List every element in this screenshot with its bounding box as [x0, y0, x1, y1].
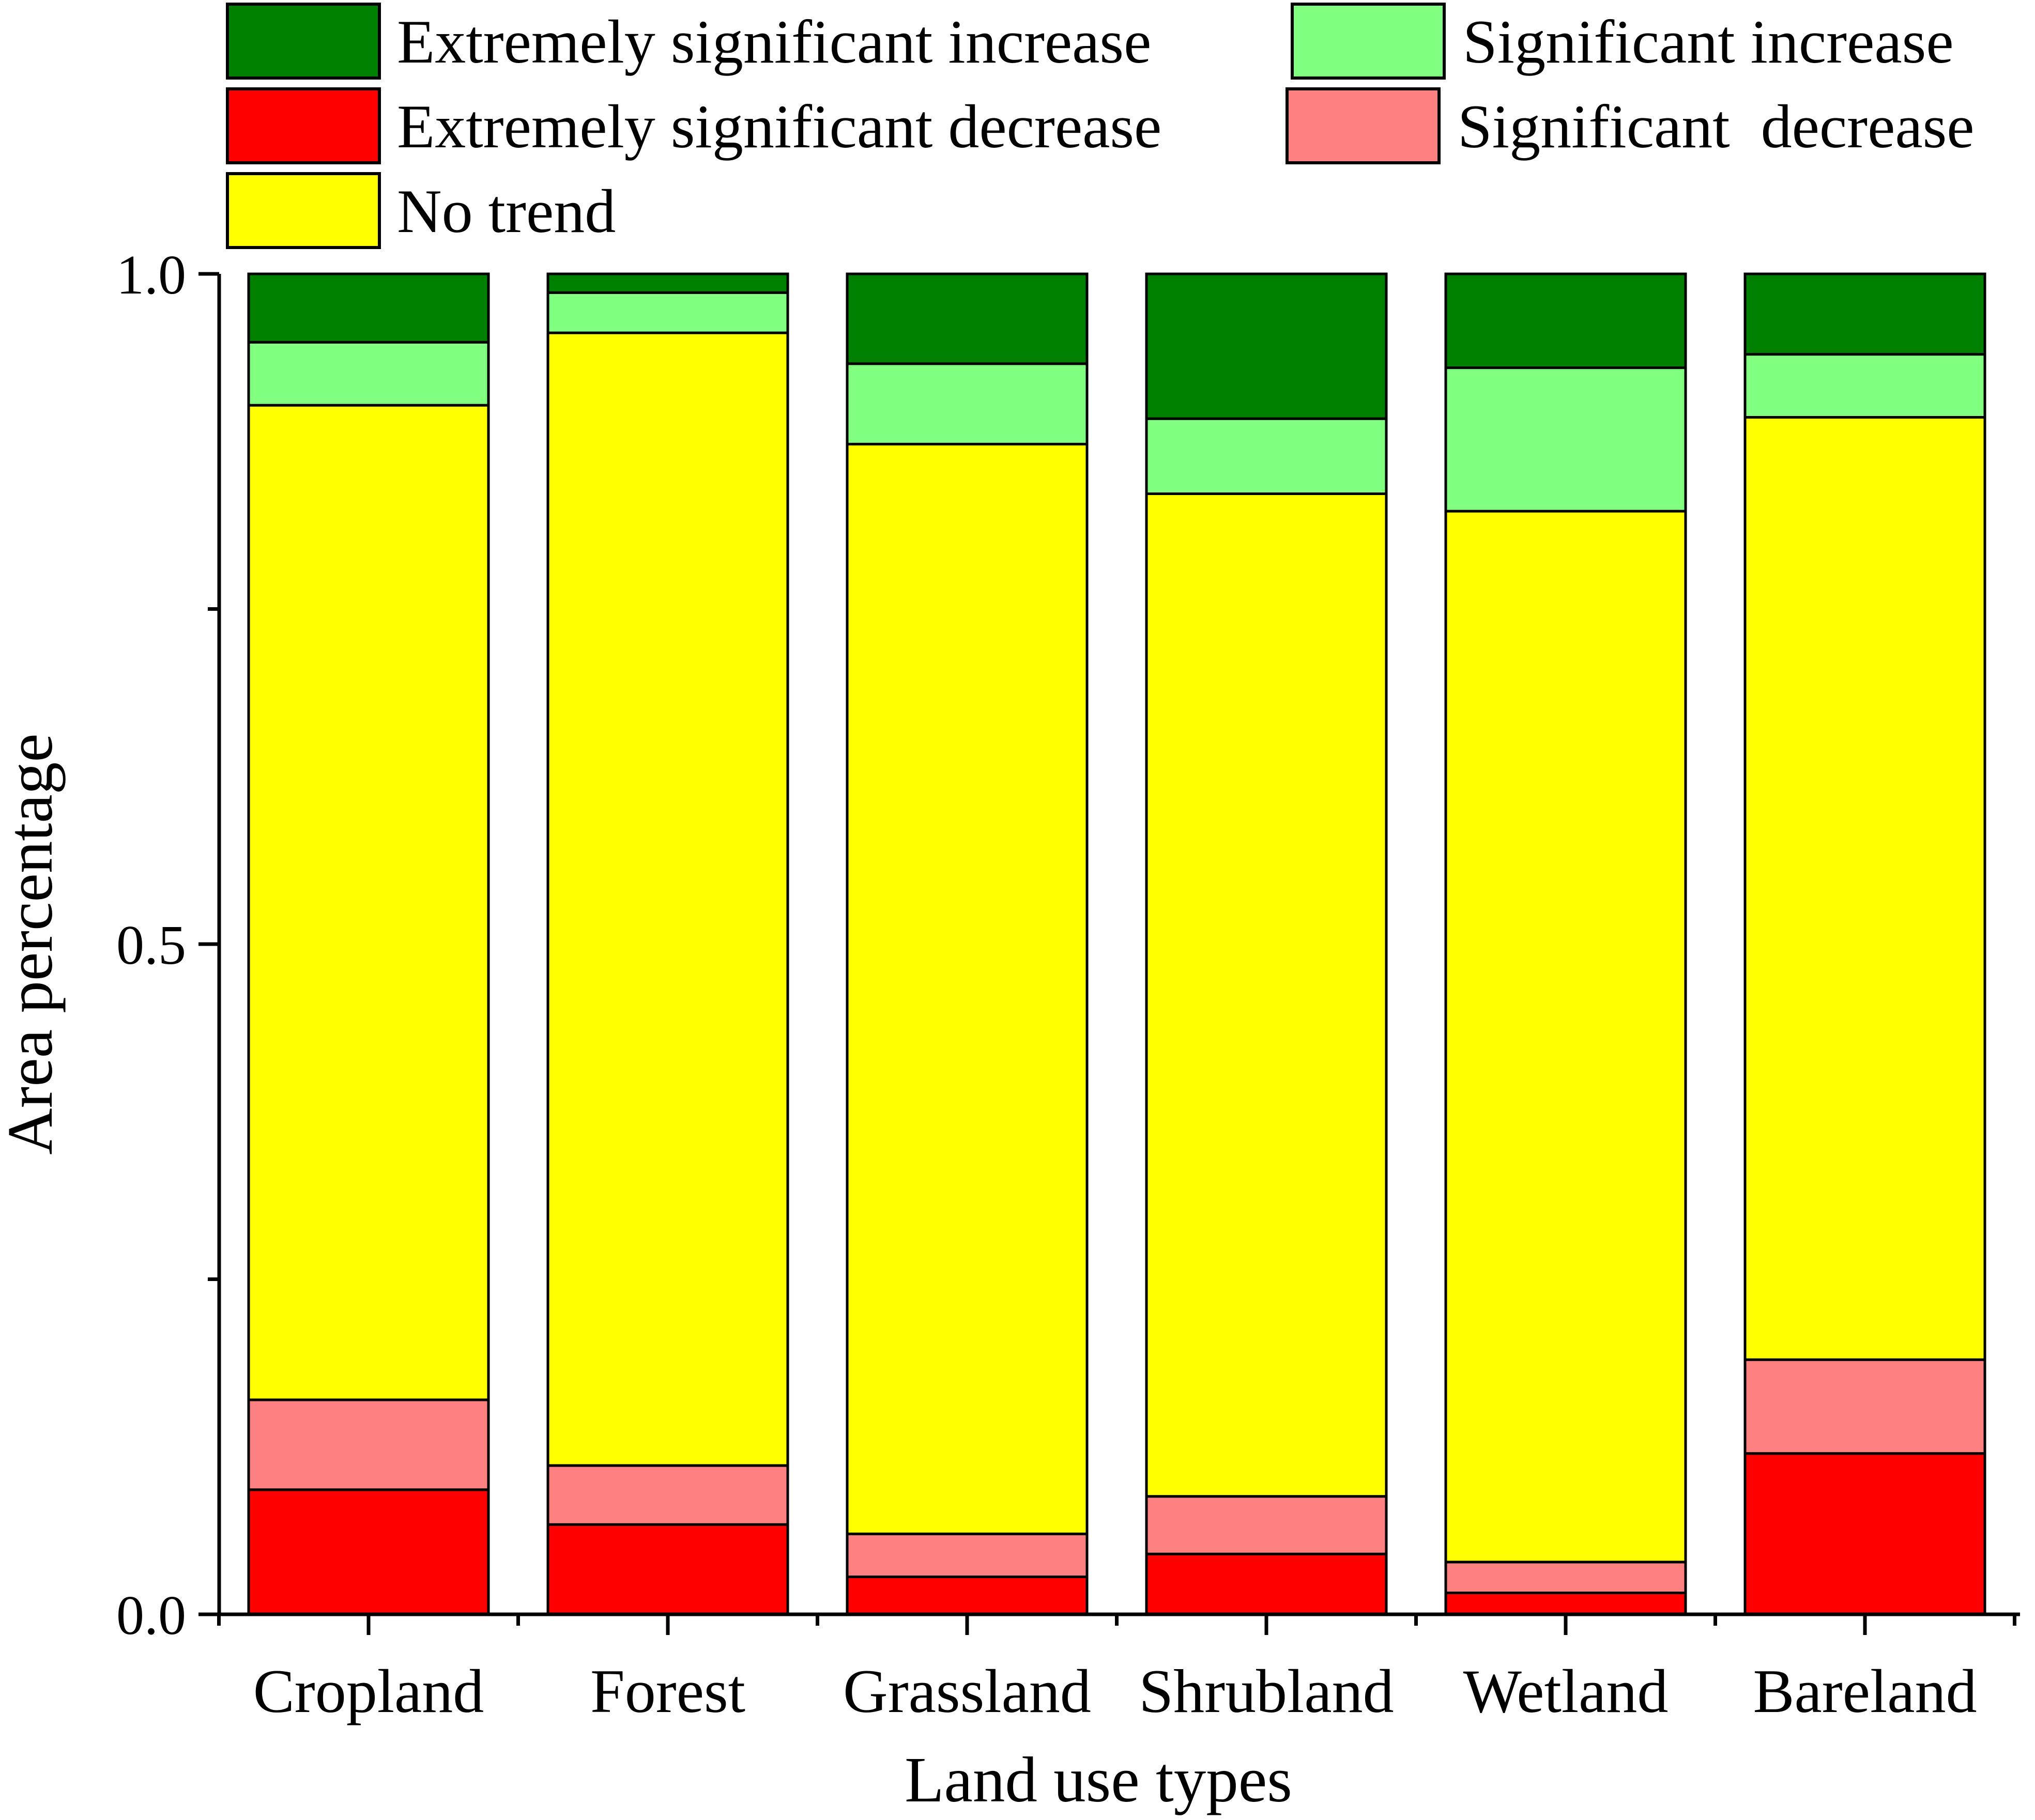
x-ticks: Cropland Forest Grassland Shrubland Wetland B…: [217, 1614, 2016, 1725]
x-tick-label-wetland: Wetland: [1463, 1657, 1669, 1725]
bar-shrubland-extremely-significant-decrease: [1145, 1552, 1388, 1616]
bar-bareland-extremely-significant-increase: [1743, 272, 1986, 356]
bar-bareland-significant-decrease: [1743, 1358, 1986, 1455]
legend-swatch-significant-decrease: [1286, 87, 1441, 164]
y-tick-label-1-0: 1.0: [116, 244, 186, 306]
bar-cropland-significant-increase: [247, 341, 490, 407]
x-tick-label-grassland: Grassland: [843, 1657, 1091, 1725]
bar-shrubland-extremely-significant-increase: [1145, 272, 1388, 420]
bar-cropland-extremely-significant-decrease: [247, 1488, 490, 1616]
legend-swatch-extremely-significant-increase: [226, 3, 381, 80]
bar-bareland-no-trend: [1743, 416, 1986, 1361]
bar-bareland-extremely-significant-decrease: [1743, 1452, 1986, 1616]
y-tick-label-0-5: 0.5: [116, 915, 186, 976]
legend-label-significant-decrease: Significant decrease: [1458, 92, 1975, 161]
bar-wetland-extremely-significant-increase: [1444, 272, 1687, 369]
legend-swatch-significant-increase: [1291, 3, 1446, 80]
y-axis-title: Area percentage: [0, 733, 66, 1154]
legend-item-no-trend: No trend: [226, 172, 616, 249]
bar-forest-significant-decrease: [546, 1464, 789, 1526]
bar-wetland-significant-decrease: [1444, 1561, 1687, 1595]
legend-item-extremely-significant-decrease: Extremely significant decrease: [226, 87, 1161, 164]
x-tick-label-forest: Forest: [590, 1657, 745, 1725]
bar-cropland-no-trend: [247, 404, 490, 1401]
legend-swatch-extremely-significant-decrease: [226, 87, 381, 164]
bar-forest-extremely-significant-increase: [546, 272, 789, 294]
bar-shrubland-no-trend: [1145, 492, 1388, 1498]
legend-label-extremely-significant-increase: Extremely significant increase: [397, 7, 1151, 76]
legend-swatch-no-trend: [226, 172, 381, 249]
x-tick-label-bareland: Bareland: [1753, 1657, 1977, 1725]
bar-forest-significant-increase: [546, 291, 789, 334]
y-ticks: 0.0 0.5 1.0: [116, 244, 219, 1646]
bar-grassland-extremely-significant-increase: [846, 272, 1089, 365]
axes: 0.0 0.5 1.0 Cropland Forest Grassland Shrubla…: [116, 244, 2020, 1725]
bar-wetland-significant-increase: [1444, 366, 1687, 513]
bars-group: [247, 272, 1986, 1616]
x-axis-title: Land use types: [905, 1745, 1292, 1816]
bar-shrubland-significant-increase: [1145, 417, 1388, 496]
x-tick-label-cropland: Cropland: [253, 1657, 484, 1725]
bar-forest-extremely-significant-decrease: [546, 1523, 789, 1616]
bar-wetland-no-trend: [1444, 510, 1687, 1564]
y-tick-label-0-0: 0.0: [116, 1585, 186, 1646]
bar-shrubland-significant-decrease: [1145, 1495, 1388, 1555]
bar-bareland-significant-increase: [1743, 353, 1986, 419]
bar-grassland-no-trend: [846, 442, 1089, 1535]
legend-item-significant-increase: Significant increase: [1291, 3, 1954, 80]
bar-cropland-significant-decrease: [247, 1398, 490, 1491]
bar-grassland-significant-increase: [846, 362, 1089, 445]
bar-forest-no-trend: [546, 331, 789, 1467]
legend-label-significant-increase: Significant increase: [1463, 7, 1954, 76]
bar-wetland-extremely-significant-decrease: [1444, 1592, 1687, 1616]
bar-grassland-extremely-significant-decrease: [846, 1575, 1089, 1616]
x-tick-label-shrubland: Shrubland: [1139, 1657, 1394, 1725]
bar-grassland-significant-decrease: [846, 1532, 1089, 1578]
legend-label-no-trend: No trend: [397, 177, 616, 245]
legend-item-significant-decrease: Significant decrease: [1286, 87, 1975, 164]
legend-label-extremely-significant-decrease: Extremely significant decrease: [397, 92, 1161, 161]
legend: Extremely significant increase Significa…: [226, 3, 1975, 249]
legend-item-extremely-significant-increase: Extremely significant increase: [226, 3, 1151, 80]
bar-cropland-extremely-significant-increase: [247, 272, 490, 344]
